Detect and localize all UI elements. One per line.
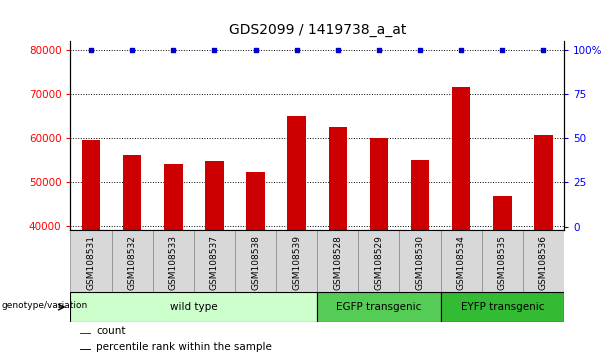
Bar — [80, 349, 91, 350]
Bar — [164, 164, 183, 354]
Point — [128, 47, 137, 52]
Point — [497, 47, 507, 52]
Bar — [493, 196, 511, 354]
Bar — [235, 230, 276, 292]
Text: wild type: wild type — [170, 302, 218, 312]
Text: count: count — [96, 326, 126, 336]
Bar — [205, 161, 224, 354]
Bar — [80, 333, 91, 334]
Title: GDS2099 / 1419738_a_at: GDS2099 / 1419738_a_at — [229, 23, 406, 37]
Text: GSM108535: GSM108535 — [498, 235, 507, 290]
Bar — [287, 116, 306, 354]
Text: GSM108538: GSM108538 — [251, 235, 260, 290]
Text: percentile rank within the sample: percentile rank within the sample — [96, 342, 272, 352]
Text: GSM108533: GSM108533 — [169, 235, 178, 290]
Text: GSM108530: GSM108530 — [416, 235, 425, 290]
Text: EGFP transgenic: EGFP transgenic — [336, 302, 422, 312]
Text: GSM108531: GSM108531 — [86, 235, 96, 290]
Bar — [246, 172, 265, 354]
Bar — [400, 230, 441, 292]
Text: GSM108539: GSM108539 — [292, 235, 301, 290]
Text: GSM108532: GSM108532 — [128, 235, 137, 290]
Bar — [534, 135, 553, 354]
Bar — [318, 292, 441, 322]
Bar — [70, 292, 318, 322]
Point — [86, 47, 96, 52]
Text: EYFP transgenic: EYFP transgenic — [460, 302, 544, 312]
Bar — [276, 230, 318, 292]
Bar — [153, 230, 194, 292]
Text: GSM108537: GSM108537 — [210, 235, 219, 290]
Point — [251, 47, 261, 52]
Bar — [123, 155, 142, 354]
Bar — [112, 230, 153, 292]
Point — [169, 47, 178, 52]
Point — [292, 47, 302, 52]
Bar — [329, 127, 347, 354]
Bar — [441, 230, 482, 292]
Bar — [411, 160, 429, 354]
Text: GSM108536: GSM108536 — [539, 235, 548, 290]
Text: GSM108528: GSM108528 — [333, 235, 342, 290]
Point — [333, 47, 343, 52]
Bar — [359, 230, 400, 292]
Text: GSM108529: GSM108529 — [375, 235, 383, 290]
Point — [374, 47, 384, 52]
Point — [456, 47, 466, 52]
Bar — [482, 230, 523, 292]
Bar — [194, 230, 235, 292]
Bar — [70, 230, 112, 292]
Bar — [318, 230, 359, 292]
Point — [415, 47, 425, 52]
Bar — [370, 138, 388, 354]
Point — [538, 47, 548, 52]
Bar — [441, 292, 564, 322]
Bar — [523, 230, 564, 292]
Bar — [82, 140, 101, 354]
Point — [210, 47, 219, 52]
Bar — [452, 87, 470, 354]
Text: GSM108534: GSM108534 — [457, 235, 466, 290]
Text: genotype/variation: genotype/variation — [1, 301, 88, 310]
